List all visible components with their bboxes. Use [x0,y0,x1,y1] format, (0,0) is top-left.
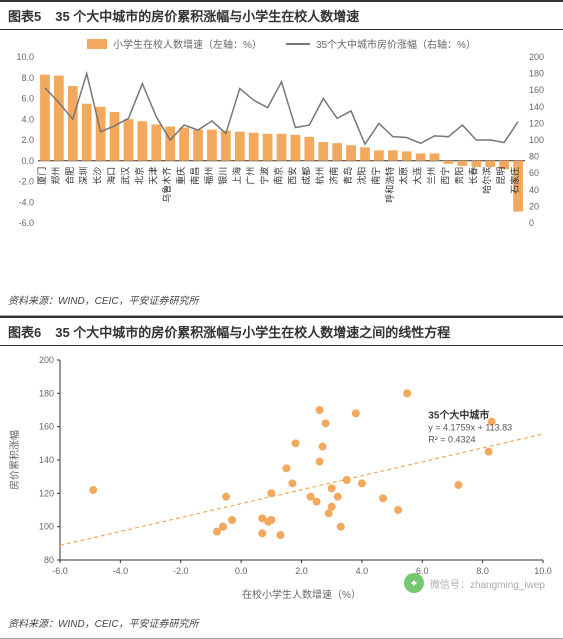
svg-text:-4.0: -4.0 [113,566,129,576]
svg-text:4.0: 4.0 [356,566,369,576]
svg-text:35个大中城市: 35个大中城市 [428,408,489,421]
svg-text:济南: 济南 [328,167,339,185]
svg-text:南宁: 南宁 [370,167,381,185]
svg-text:福州: 福州 [203,167,214,185]
svg-text:海口: 海口 [106,167,117,185]
svg-text:长沙: 长沙 [92,167,103,185]
svg-text:深圳: 深圳 [79,167,89,185]
svg-text:厦门: 厦门 [36,167,47,185]
chart5-panel: 图表5 35 个大中城市的房价累积涨幅与小学生在校人数增速 小学生在校人数增速（… [0,0,563,316]
chart5-legend-line: 35个大中城市房价涨幅（右轴：%） [286,36,476,51]
svg-text:郑州: 郑州 [50,167,61,185]
chart5-legend-bar: 小学生在校人数增速（左轴：%） [87,36,262,51]
chart6-panel: 图表6 35 个大中城市的房价累积涨幅与小学生在校人数增速之间的线性方程 80 1… [0,316,563,639]
svg-text:120: 120 [39,488,54,498]
svg-text:大连: 大连 [412,167,423,185]
svg-text:石家庄: 石家庄 [509,167,520,194]
svg-text:-6.0: -6.0 [52,566,68,576]
svg-text:在校小学生人数增速（%）: 在校小学生人数增速（%） [242,588,361,601]
svg-text:广州: 广州 [245,167,256,185]
svg-text:y = 4.1759x + 113.83: y = 4.1759x + 113.83 [428,422,512,432]
svg-text:杭州: 杭州 [314,167,325,185]
chart5-title-row: 图表5 35 个大中城市的房价累积涨幅与小学生在校人数增速 [0,0,563,30]
svg-text:R² = 0.4324: R² = 0.4324 [428,434,475,444]
svg-text:180: 180 [529,69,544,79]
svg-text:4.0: 4.0 [21,114,34,124]
watermark: ✦ 微信号：zhangming_iwep [404,573,545,593]
svg-text:合肥: 合肥 [64,167,75,185]
svg-text:160: 160 [39,422,54,432]
svg-text:40: 40 [529,185,539,195]
svg-text:沈阳: 沈阳 [356,167,367,185]
svg-text:呼和浩特: 呼和浩特 [384,167,395,203]
svg-text:乌鲁木齐: 乌鲁木齐 [161,167,172,203]
svg-text:重庆: 重庆 [175,167,186,185]
svg-text:2.0: 2.0 [295,566,308,576]
watermark-value: zhangming_iwep [470,580,545,591]
chart5-plot: -6.0 -4.0 -2.0 0.0 2.0 4.0 6.0 8.0 10.0 0 20 40 60 80… [0,53,563,288]
svg-text:10.0: 10.0 [16,53,34,62]
svg-text:-4.0: -4.0 [18,197,34,207]
svg-text:贵阳: 贵阳 [453,167,464,185]
svg-text:北京: 北京 [133,167,144,185]
svg-text:西安: 西安 [286,167,297,185]
svg-text:宁波: 宁波 [259,167,270,185]
svg-text:银川: 银川 [217,167,228,185]
svg-text:0: 0 [529,218,534,228]
svg-text:太原: 太原 [398,167,409,185]
svg-text:200: 200 [529,53,544,62]
svg-text:-2.0: -2.0 [173,566,189,576]
svg-text:140: 140 [529,102,544,112]
svg-text:2.0: 2.0 [21,135,34,145]
chart5-legend-bar-label: 小学生在校人数增速（左轴：%） [113,36,262,51]
svg-text:8.0: 8.0 [21,73,34,83]
wechat-icon: ✦ [404,573,424,593]
chart5-source: 资料来源：WIND，CEIC，平安证券研究所 [0,288,563,316]
svg-text:20: 20 [529,201,539,211]
svg-text:0.0: 0.0 [235,566,248,576]
svg-text:西宁: 西宁 [439,167,450,185]
svg-text:200: 200 [39,355,54,365]
svg-text:60: 60 [529,168,539,178]
svg-text:140: 140 [39,455,54,465]
svg-text:160: 160 [529,85,544,95]
svg-text:80: 80 [44,555,54,565]
svg-text:昆明: 昆明 [496,167,506,185]
svg-text:-6.0: -6.0 [18,218,34,228]
svg-text:南昌: 南昌 [189,167,200,185]
chart6-title-row: 图表6 35 个大中城市的房价累积涨幅与小学生在校人数增速之间的线性方程 [0,316,563,346]
watermark-label: 微信号 [430,580,460,591]
chart6-title: 35 个大中城市的房价累积涨幅与小学生在校人数增速之间的线性方程 [55,322,450,341]
svg-text:南京: 南京 [273,167,284,185]
svg-text:青岛: 青岛 [342,167,353,185]
chart6-source: 资料来源：WIND，CEIC，平安证券研究所 [0,611,563,639]
svg-text:120: 120 [529,118,544,128]
svg-text:成都: 成都 [300,167,311,185]
svg-text:100: 100 [39,522,54,532]
svg-text:-2.0: -2.0 [18,177,34,187]
svg-text:100: 100 [529,135,544,145]
chart5-legend-line-label: 35个大中城市房价涨幅（右轴：%） [316,36,476,51]
chart5-label: 图表5 [8,6,41,25]
svg-text:房价累积涨幅: 房价累积涨幅 [8,430,21,490]
svg-text:长春: 长春 [467,167,478,185]
svg-text:哈尔滨: 哈尔滨 [481,167,492,194]
svg-text:兰州: 兰州 [426,167,437,185]
svg-text:上海: 上海 [231,167,242,185]
svg-text:180: 180 [39,388,54,398]
bar-swatch-icon [87,39,107,49]
svg-text:天津: 天津 [148,167,158,185]
chart5-title: 35 个大中城市的房价累积涨幅与小学生在校人数增速 [55,6,359,25]
svg-text:武汉: 武汉 [119,167,130,185]
svg-text:0.0: 0.0 [21,156,34,166]
chart6-plot: 80 100 120 140 160 180 200 -6.0 -4.0 -2.0 0.0 2.0 4.… [0,346,563,611]
chart6-label: 图表6 [8,322,41,341]
chart5-legend: 小学生在校人数增速（左轴：%） 35个大中城市房价涨幅（右轴：%） [0,30,563,53]
line-swatch-icon [286,43,310,45]
svg-text:6.0: 6.0 [21,94,34,104]
svg-text:80: 80 [529,152,539,162]
